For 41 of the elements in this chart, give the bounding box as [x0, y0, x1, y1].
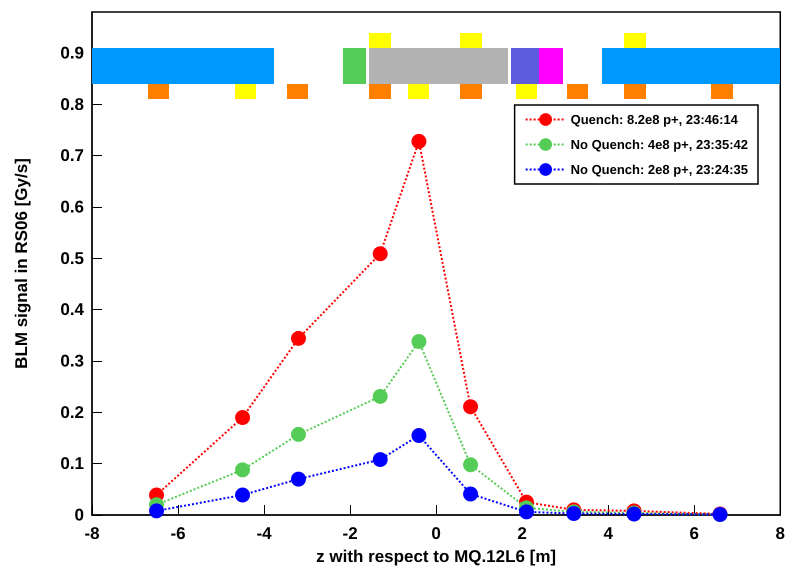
point	[290, 426, 306, 442]
x-tick-label: 8	[776, 524, 786, 543]
y-tick-label: 0.2	[60, 402, 84, 422]
y-tick-label: 0	[74, 506, 84, 524]
x-tick-label: -6	[170, 524, 186, 543]
y-tick-label: 0.7	[60, 146, 84, 166]
point	[235, 410, 250, 425]
point	[372, 452, 388, 468]
point	[411, 428, 426, 443]
legend-label: No Quench: 2e8 p+, 23:24:35	[570, 162, 748, 177]
point	[235, 487, 250, 502]
point	[372, 388, 388, 404]
y-tick-label: 0.8	[60, 94, 84, 114]
x-tick-label: -2	[342, 524, 358, 543]
y-axis-title: BLM signal in RS06 [Gy/s]	[12, 158, 31, 369]
x-tick-label: 2	[517, 524, 527, 543]
x-tick-label: 6	[690, 524, 699, 543]
point	[372, 246, 388, 262]
point	[149, 503, 164, 518]
legend-label: Quench: 8.2e8 p+, 23:46:14	[570, 112, 739, 127]
y-tick-label: 0.1	[60, 454, 84, 474]
x-tick-label: -4	[256, 524, 272, 543]
point	[518, 504, 534, 520]
point	[411, 334, 426, 350]
legend-label: No Quench: 4e8 p+, 23:35:42	[570, 137, 748, 152]
y-tick-label: 0.5	[60, 248, 84, 268]
x-tick-label: 0	[431, 524, 441, 543]
x-tick-label: 4	[603, 524, 614, 543]
point	[290, 330, 306, 346]
y-tick-label: 0.4	[60, 300, 85, 320]
point	[463, 486, 478, 502]
point	[463, 457, 478, 472]
point	[290, 472, 306, 487]
point	[235, 462, 250, 478]
y-tick-label: 0.9	[60, 44, 84, 63]
point	[411, 134, 426, 149]
y-tick-label: 0.3	[60, 352, 84, 371]
y-tick-label: 0.6	[60, 198, 84, 217]
point	[463, 399, 478, 414]
x-tick-label: -8	[84, 524, 100, 543]
x-axis-title: z with respect to MQ.12L6 [m]	[316, 547, 556, 566]
